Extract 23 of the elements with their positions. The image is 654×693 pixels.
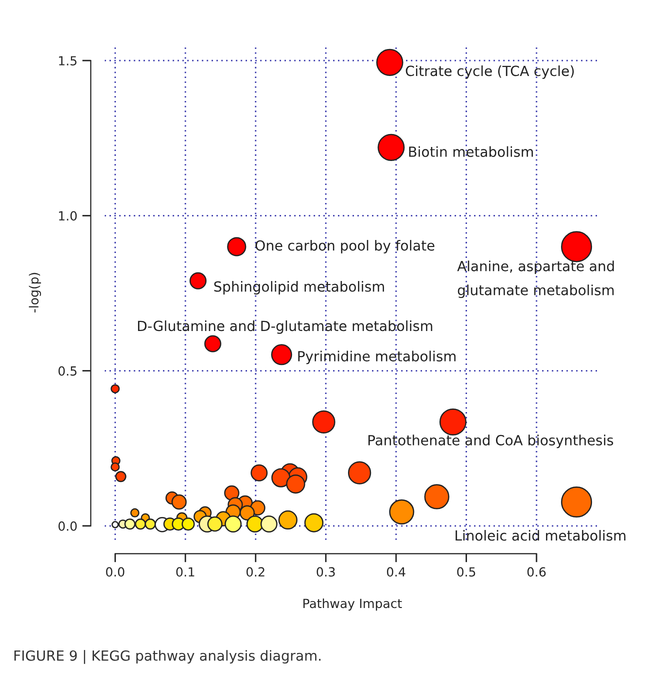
y-tick-label: 0.0 <box>58 521 77 531</box>
annotation: Linoleic acid metabolism <box>456 530 626 541</box>
x-tick-label: 0.2 <box>246 567 264 577</box>
annotation: One carbon pool by folate <box>255 240 434 254</box>
x-tick-label: 0.1 <box>176 567 194 577</box>
annotation: Sphingolipid metabolism <box>214 281 384 294</box>
x-tick-label: 0.4 <box>386 567 406 577</box>
x-tick-label: 0.0 <box>106 567 124 577</box>
y-tick-label: 0.5 <box>58 366 76 376</box>
annotation: Pyrimidine metabolism <box>298 350 456 364</box>
annotation: Biotin metabolism <box>409 146 533 158</box>
annotation: D-Glutamine and D-glutamate metabolism <box>138 320 432 334</box>
annotation: Alanine, aspartate and glutamate metabolism <box>457 260 614 298</box>
caption: FIGURE 9 | KEGG pathway analysis diagram. <box>14 650 320 664</box>
annotation: Pantothenate and CoA biosynthesis <box>368 434 614 448</box>
y-axis-title: -log(p) <box>28 272 42 312</box>
annotation: Citrate cycle (TCA cycle) <box>406 65 574 79</box>
x-tick-label: 0.5 <box>457 567 476 577</box>
y-tick-label: 1.5 <box>59 56 76 66</box>
x-axis-title: Pathway Impact <box>303 598 402 611</box>
x-tick-label: 0.3 <box>316 567 335 577</box>
y-tick-label: 1.0 <box>59 211 77 221</box>
x-tick-label: 0.6 <box>527 567 546 577</box>
